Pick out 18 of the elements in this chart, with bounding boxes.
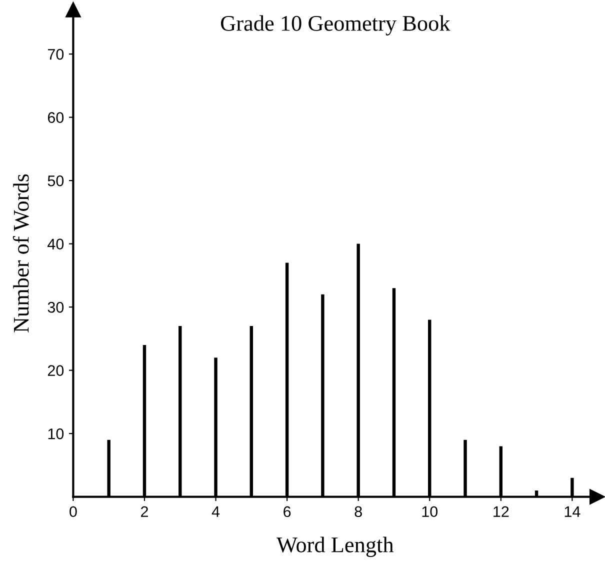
x-tick-label: 10 bbox=[422, 506, 438, 518]
y-axis-title: Number of Words bbox=[12, 174, 29, 332]
y-tick-label: 20 bbox=[48, 365, 64, 376]
y-tick-label: 50 bbox=[48, 175, 64, 186]
x-tick-label: 12 bbox=[494, 506, 509, 517]
y-tick-label: 30 bbox=[48, 302, 64, 313]
x-tick-label: 2 bbox=[141, 506, 148, 517]
chart-title: Grade 10 Geometry Book bbox=[220, 15, 450, 36]
x-tick-label: 8 bbox=[354, 506, 362, 518]
x-tick-label: 14 bbox=[564, 506, 580, 517]
x-tick-label: 6 bbox=[284, 506, 291, 518]
y-tick-label: 10 bbox=[48, 428, 64, 440]
x-tick-label: 4 bbox=[212, 506, 220, 517]
x-axis-title: Word Length bbox=[276, 536, 394, 557]
y-tick-label: 40 bbox=[48, 238, 64, 250]
x-tick-label: 0 bbox=[70, 506, 77, 518]
y-tick-label: 70 bbox=[48, 48, 64, 60]
y-tick-label: 60 bbox=[48, 112, 64, 123]
